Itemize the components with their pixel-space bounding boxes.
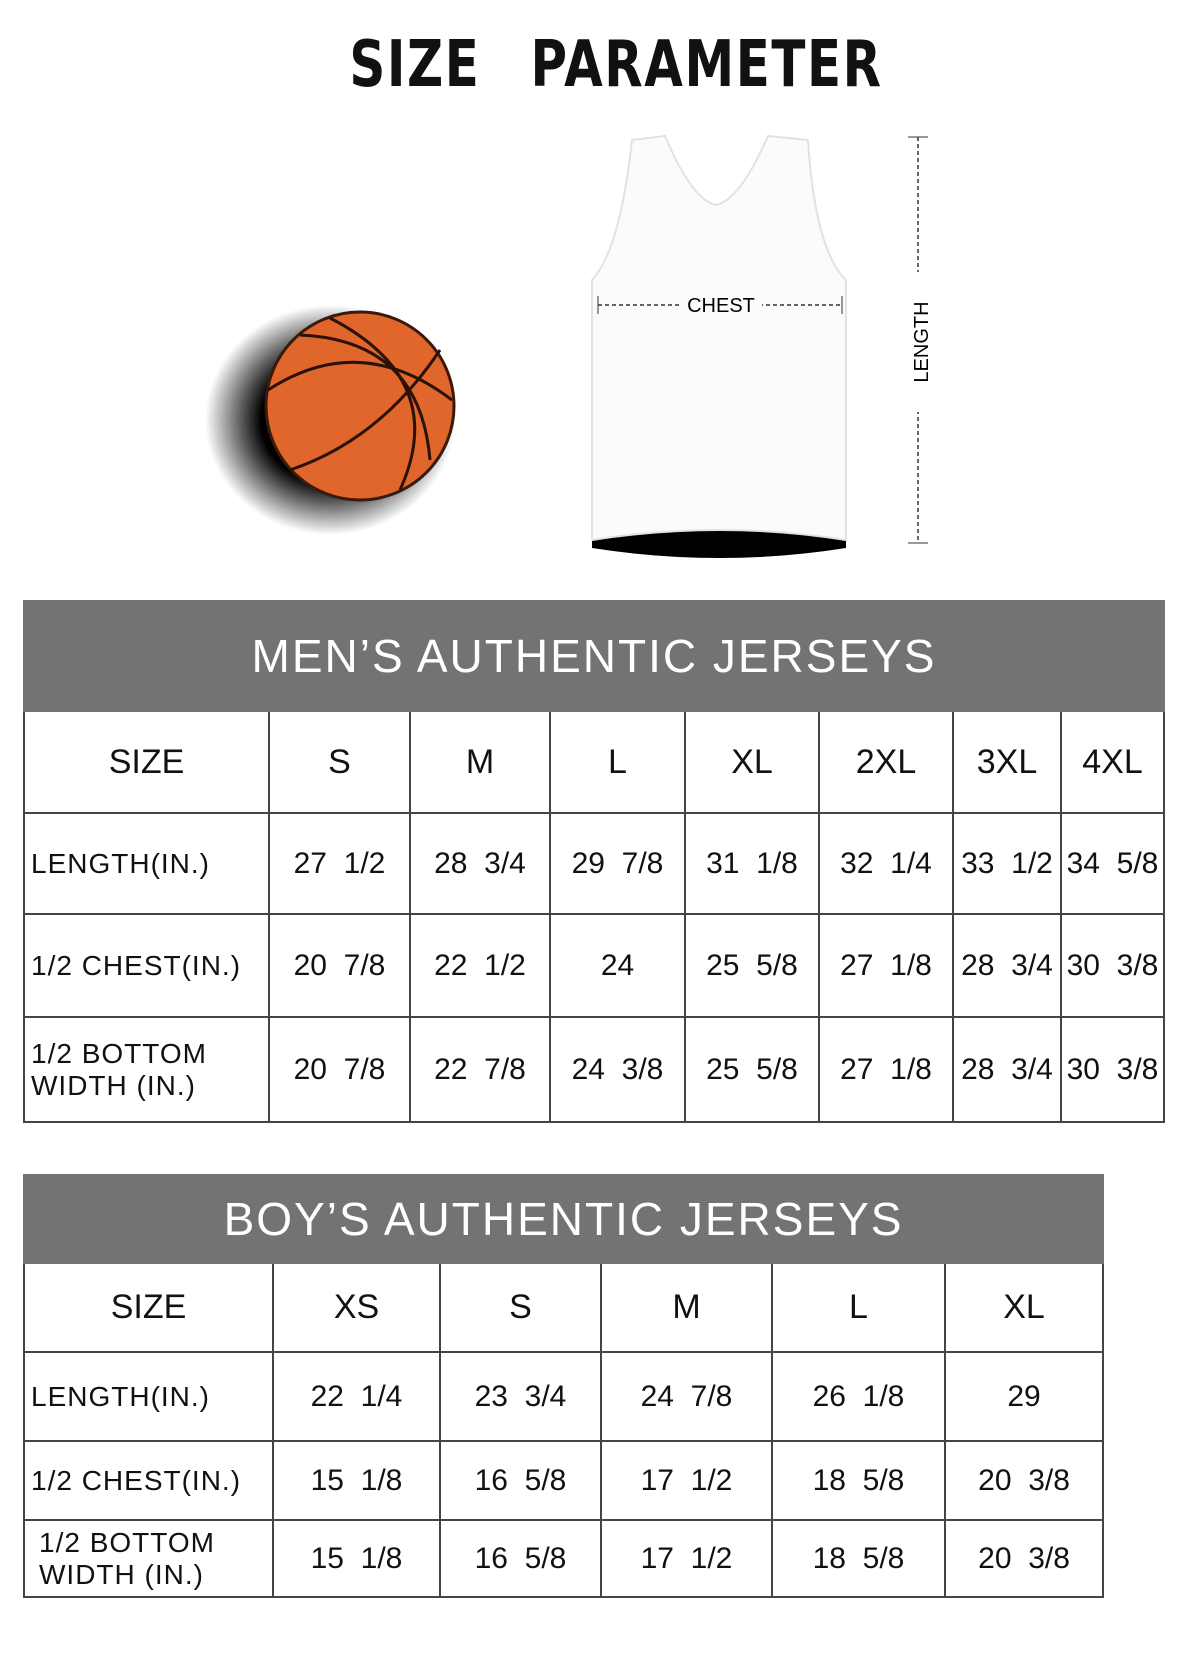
cell: 25 5/8 [684,1016,820,1123]
table-row: 1/2 BOTTOM WIDTH (IN.) 20 7/8 22 7/8 24 … [23,1016,1165,1123]
table-row: LENGTH(IN.) 27 1/2 28 3/4 29 7/8 31 1/8 … [23,812,1165,915]
cell: 20 3/8 [943,1519,1105,1598]
cell: 18 5/8 [771,1440,946,1521]
size-col: 2XL [818,710,954,814]
mens-size-table: MEN’S AUTHENTIC JERSEYS SIZE S M L XL 2X… [23,600,1165,1123]
size-col: 4XL [1060,710,1165,814]
cell: 18 5/8 [771,1519,946,1598]
cell: 17 1/2 [600,1519,773,1598]
row-label: 1/2 CHEST(IN.) [23,913,270,1018]
cell: 15 1/8 [272,1440,441,1521]
size-header: SIZE [23,710,270,814]
size-col: L [771,1262,946,1353]
cell: 23 3/4 [439,1351,602,1442]
cell: 22 1/4 [272,1351,441,1442]
cell: 29 [943,1351,1105,1442]
product-illustration: CHEST LENGTH [205,134,933,558]
size-col: M [600,1262,773,1353]
table-row: LENGTH(IN.) 22 1/4 23 3/4 24 7/8 26 1/8 … [23,1351,1105,1442]
table-row: 1/2 BOTTOM WIDTH (IN.) 15 1/8 16 5/8 17 … [23,1519,1105,1598]
size-col: S [268,710,411,814]
cell: 28 3/4 [409,812,551,915]
cell: 27 1/2 [268,812,411,915]
cell: 17 1/2 [600,1440,773,1521]
cell: 22 7/8 [409,1016,551,1123]
size-col: S [439,1262,602,1353]
cell: 28 3/4 [952,913,1062,1018]
boys-heading: BOY’S AUTHENTIC JERSEYS [22,1174,1105,1264]
basketball-icon [205,305,456,535]
cell: 32 1/4 [818,812,954,915]
size-col: XL [684,710,820,814]
size-col: XS [272,1262,441,1353]
table-row: 1/2 CHEST(IN.) 15 1/8 16 5/8 17 1/2 18 5… [23,1440,1105,1521]
cell: 20 3/8 [943,1440,1105,1521]
cell: 29 7/8 [549,812,686,915]
cell: 28 3/4 [952,1016,1062,1123]
size-col: XL [943,1262,1105,1353]
chest-label: CHEST [687,295,755,317]
row-label: LENGTH(IN.) [23,1351,274,1442]
cell: 20 7/8 [268,913,411,1018]
cell: 33 1/2 [952,812,1062,915]
row-label: 1/2 BOTTOM WIDTH (IN.) [23,1519,274,1598]
row-label: 1/2 BOTTOM WIDTH (IN.) [23,1016,270,1123]
cell: 16 5/8 [439,1519,602,1598]
cell: 30 3/8 [1060,913,1165,1018]
table-row: 1/2 CHEST(IN.) 20 7/8 22 1/2 24 25 5/8 2… [23,913,1165,1018]
cell: 27 1/8 [818,913,954,1018]
cell: 20 7/8 [268,1016,411,1123]
cell: 26 1/8 [771,1351,946,1442]
row-label: LENGTH(IN.) [23,812,270,915]
size-col: M [409,710,551,814]
cell: 22 1/2 [409,913,551,1018]
length-label: LENGTH [911,301,933,382]
cell: 24 [549,913,686,1018]
cell: 25 5/8 [684,913,820,1018]
cell: 30 3/8 [1060,1016,1165,1123]
cell: 34 5/8 [1060,812,1165,915]
row-label: 1/2 CHEST(IN.) [23,1440,274,1521]
cell: 31 1/8 [684,812,820,915]
cell: 24 3/8 [549,1016,686,1123]
size-col: L [549,710,686,814]
cell: 27 1/8 [818,1016,954,1123]
page-title: SIZE PARAMETER [349,28,883,102]
cell: 15 1/8 [272,1519,441,1598]
cell: 24 7/8 [600,1351,773,1442]
cell: 16 5/8 [439,1440,602,1521]
size-col: 3XL [952,710,1062,814]
size-header: SIZE [23,1262,274,1353]
boys-size-table: BOY’S AUTHENTIC JERSEYS SIZE XS S M L XL… [22,1174,1105,1598]
mens-heading: MEN’S AUTHENTIC JERSEYS [23,600,1165,712]
jersey-icon: CHEST [591,134,847,558]
length-indicator: LENGTH [905,136,933,544]
